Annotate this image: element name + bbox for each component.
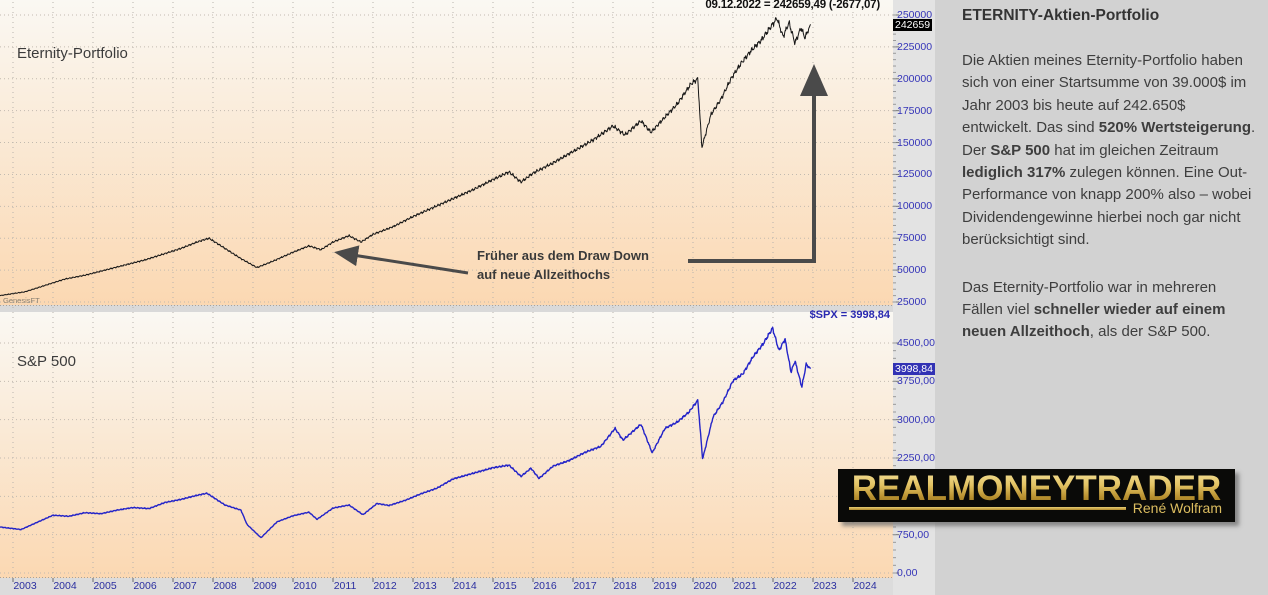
logo-rule-row: René Wolfram: [849, 500, 1222, 516]
drawdown-arrow-right: [688, 64, 828, 263]
logo-brand-text: REALMONEYTRADER: [845, 469, 1228, 509]
x-tick-label: 2022: [773, 580, 797, 592]
y-tick-label: 75000: [897, 232, 927, 245]
x-tick-label: 2024: [853, 580, 877, 592]
y-tick-label: 25000: [897, 296, 927, 308]
drawdown-annotation: Früher aus dem Draw Down auf neue Allzei…: [477, 246, 649, 284]
commentary-paragraph-2: Das Eternity-Portfolio war in mehreren F…: [962, 277, 1258, 344]
drawdown-annotation-line1: Früher aus dem Draw Down: [477, 248, 649, 263]
y-tick-label: 4500,00: [897, 337, 935, 349]
commentary-title: ETERNITY-Aktien-Portfolio: [962, 7, 1160, 24]
x-tick-label: 2007: [173, 580, 197, 592]
chart-canvas: [0, 0, 935, 595]
x-tick-label: 2010: [293, 580, 317, 592]
text-run: lediglich 317%: [962, 164, 1066, 182]
y-tick-label: 200000: [897, 72, 933, 85]
y-tick-label: 3750,00: [897, 375, 935, 388]
x-tick-label: 2013: [413, 580, 437, 592]
y-tick-label: 175000: [897, 104, 933, 117]
x-tick-label: 2023: [813, 580, 837, 592]
x-tick-label: 2011: [333, 580, 357, 592]
x-tick-label: 2009: [253, 580, 277, 592]
x-tick-label: 2019: [653, 580, 677, 592]
spx-last-price-badge: 3998,84: [893, 363, 935, 375]
x-tick-label: 2020: [693, 580, 717, 592]
chart-area: 09.12.2022 = 242659,49 (-2677,07) Eterni…: [0, 0, 935, 595]
y-tick-label: 3000,00: [897, 413, 935, 426]
x-tick-label: 2017: [573, 580, 597, 592]
eternity-panel-label: Eternity-Portfolio: [17, 45, 128, 62]
data-source-label: GenesisFT: [3, 296, 40, 305]
text-run: Die Aktien meines Eternity-Portfolio hab…: [962, 52, 1247, 137]
text-run: schneller wieder auf einem neuen Allzeit…: [962, 301, 1226, 341]
spx-panel-label: S&P 500: [17, 353, 76, 370]
cursor-date-value-readout: 09.12.2022 = 242659,49 (-2677,07): [705, 0, 880, 11]
x-tick-label: 2005: [93, 580, 117, 592]
text-run: zulegen können. Eine Out-Performance von…: [962, 164, 1252, 249]
y-tick-label: 50000: [897, 264, 927, 277]
drawdown-annotation-line2: auf neue Allzeithochs: [477, 267, 611, 282]
x-tick-label: 2003: [13, 580, 37, 592]
text-run: , als der S&P 500.: [1089, 323, 1211, 341]
x-tick-label: 2006: [133, 580, 157, 592]
commentary-panel: ETERNITY-Aktien-Portfolio Die Aktien mei…: [935, 0, 1268, 595]
x-tick-label: 2018: [613, 580, 637, 592]
eternity-series-line: [0, 17, 811, 297]
text-run: 520% Wertsteigerung: [1098, 119, 1252, 137]
y-tick-label: 150000: [897, 136, 933, 149]
x-tick-label: 2014: [453, 580, 477, 592]
spx-last-value-label: $SPX = 3998,84: [809, 309, 890, 321]
x-tick-label: 2021: [733, 580, 757, 592]
commentary-paragraph-1: Die Aktien meines Eternity-Portfolio hab…: [962, 50, 1258, 252]
x-tick-label: 2004: [53, 580, 77, 592]
x-tick-label: 2012: [373, 580, 397, 592]
y-tick-label: 250000: [897, 9, 933, 21]
text-run: hat im gleichen Zeitraum: [1050, 141, 1219, 159]
realmoneytrader-logo: REALMONEYTRADER René Wolfram: [838, 469, 1235, 522]
text-run: . Der: [962, 119, 1256, 159]
drawdown-arrow-left: [334, 245, 469, 275]
eternity-last-price-badge: 242659: [893, 19, 933, 31]
y-tick-label: 2250,00: [897, 452, 935, 464]
spx-series-line: [0, 326, 812, 539]
x-tick-label: 2016: [533, 580, 557, 592]
logo-byline: René Wolfram: [1132, 500, 1222, 516]
y-tick-label: 100000: [897, 200, 933, 213]
y-tick-label: 750,00: [897, 528, 930, 541]
y-tick-label: 125000: [897, 168, 933, 181]
logo-gold-rule: [849, 506, 1126, 510]
x-tick-label: 2015: [493, 580, 517, 592]
y-tick-label: 225000: [897, 40, 933, 53]
text-run: S&P 500: [990, 141, 1051, 159]
x-tick-label: 2008: [213, 580, 237, 592]
text-run: Das Eternity-Portfolio war in mehreren F…: [962, 278, 1217, 319]
y-tick-label: 0,00: [897, 567, 918, 579]
